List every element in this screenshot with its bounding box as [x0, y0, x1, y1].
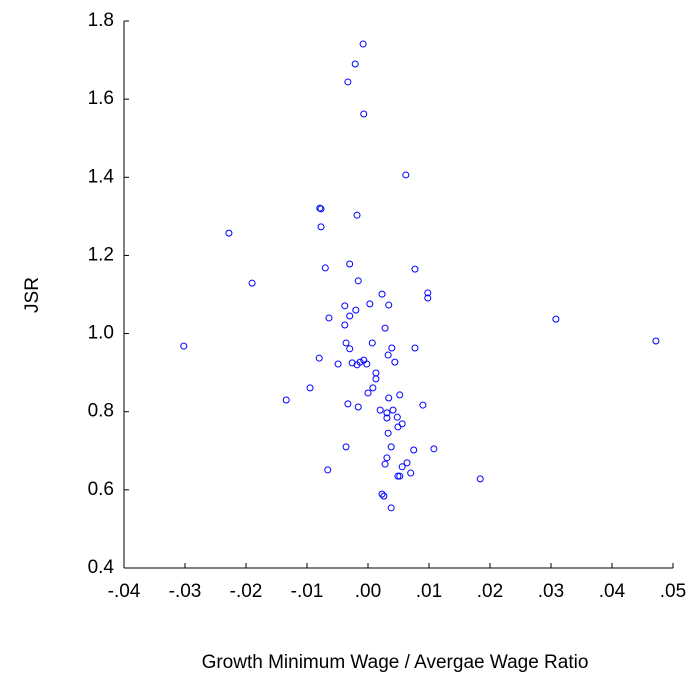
- point: [381, 460, 389, 468]
- y-tick-label: 1.8: [88, 10, 114, 31]
- point: [346, 260, 354, 268]
- x-tick-label: -.01: [291, 581, 324, 602]
- point: [346, 345, 354, 353]
- point: [396, 472, 404, 480]
- point: [354, 403, 362, 411]
- point: [424, 294, 432, 302]
- point: [334, 360, 342, 368]
- y-axis-title: JSR: [22, 277, 43, 313]
- point: [389, 406, 397, 414]
- point: [383, 454, 391, 462]
- point: [364, 389, 372, 397]
- point: [381, 324, 389, 332]
- point: [341, 302, 349, 310]
- point: [353, 361, 361, 369]
- x-tick-label: -.03: [169, 581, 202, 602]
- point: [360, 356, 368, 364]
- point: [652, 337, 660, 345]
- x-tick-label: .00: [355, 581, 381, 602]
- point: [402, 171, 410, 179]
- y-tick-label: 1.2: [88, 244, 114, 265]
- point: [344, 400, 352, 408]
- point: [552, 315, 560, 323]
- point: [366, 300, 374, 308]
- point: [398, 420, 406, 428]
- point: [384, 351, 392, 359]
- point: [352, 306, 360, 314]
- point: [180, 342, 188, 350]
- x-axis-title: Growth Minimum Wage / Avergae Wage Ratio: [202, 652, 589, 673]
- x-tick-label: .02: [477, 581, 503, 602]
- point: [403, 459, 411, 467]
- point: [369, 384, 377, 392]
- y-tick-label: 1.0: [88, 323, 114, 344]
- y-tick-label: 1.6: [88, 88, 114, 109]
- point: [411, 344, 419, 352]
- point: [317, 223, 325, 231]
- point: [372, 375, 380, 383]
- point: [360, 110, 368, 118]
- point: [354, 277, 362, 285]
- point: [225, 229, 233, 237]
- point: [378, 290, 386, 298]
- point: [346, 312, 354, 320]
- x-tick-label: -.04: [108, 581, 141, 602]
- point: [325, 314, 333, 322]
- point: [398, 463, 406, 471]
- point: [342, 339, 350, 347]
- x-tick-label: .03: [538, 581, 564, 602]
- point: [378, 490, 386, 498]
- point: [388, 344, 396, 352]
- point: [384, 429, 392, 437]
- point: [383, 414, 391, 422]
- point: [372, 369, 380, 377]
- point: [394, 472, 402, 480]
- point: [316, 204, 324, 212]
- point: [383, 409, 391, 417]
- point: [248, 279, 256, 287]
- point: [424, 289, 432, 297]
- point: [368, 339, 376, 347]
- x-tick-label: .05: [660, 581, 686, 602]
- point: [396, 391, 404, 399]
- point: [410, 446, 418, 454]
- point: [476, 475, 484, 483]
- point: [321, 264, 329, 272]
- point: [324, 466, 332, 474]
- y-tick-label: 0.6: [88, 479, 114, 500]
- point: [387, 443, 395, 451]
- x-tick-label: .04: [599, 581, 626, 602]
- point: [407, 469, 415, 477]
- point: [380, 492, 388, 500]
- point: [385, 394, 393, 402]
- point: [351, 60, 359, 68]
- point: [394, 423, 402, 431]
- point: [385, 301, 393, 309]
- x-tick-label: -.02: [230, 581, 263, 602]
- point: [376, 406, 384, 414]
- point: [282, 396, 290, 404]
- point: [315, 354, 323, 362]
- y-tick-label: 0.8: [88, 401, 114, 422]
- point: [393, 413, 401, 421]
- point: [359, 40, 367, 48]
- point: [341, 321, 349, 329]
- y-tick-label: 0.4: [88, 557, 115, 578]
- y-tick-label: 1.4: [88, 166, 115, 187]
- point: [387, 504, 395, 512]
- point: [411, 265, 419, 273]
- point: [430, 445, 438, 453]
- x-tick-label: .01: [416, 581, 442, 602]
- point: [306, 384, 314, 392]
- point: [391, 358, 399, 366]
- point: [419, 401, 427, 409]
- point: [317, 205, 325, 213]
- point: [363, 360, 371, 368]
- point: [353, 211, 361, 219]
- point: [342, 443, 350, 451]
- point: [344, 78, 352, 86]
